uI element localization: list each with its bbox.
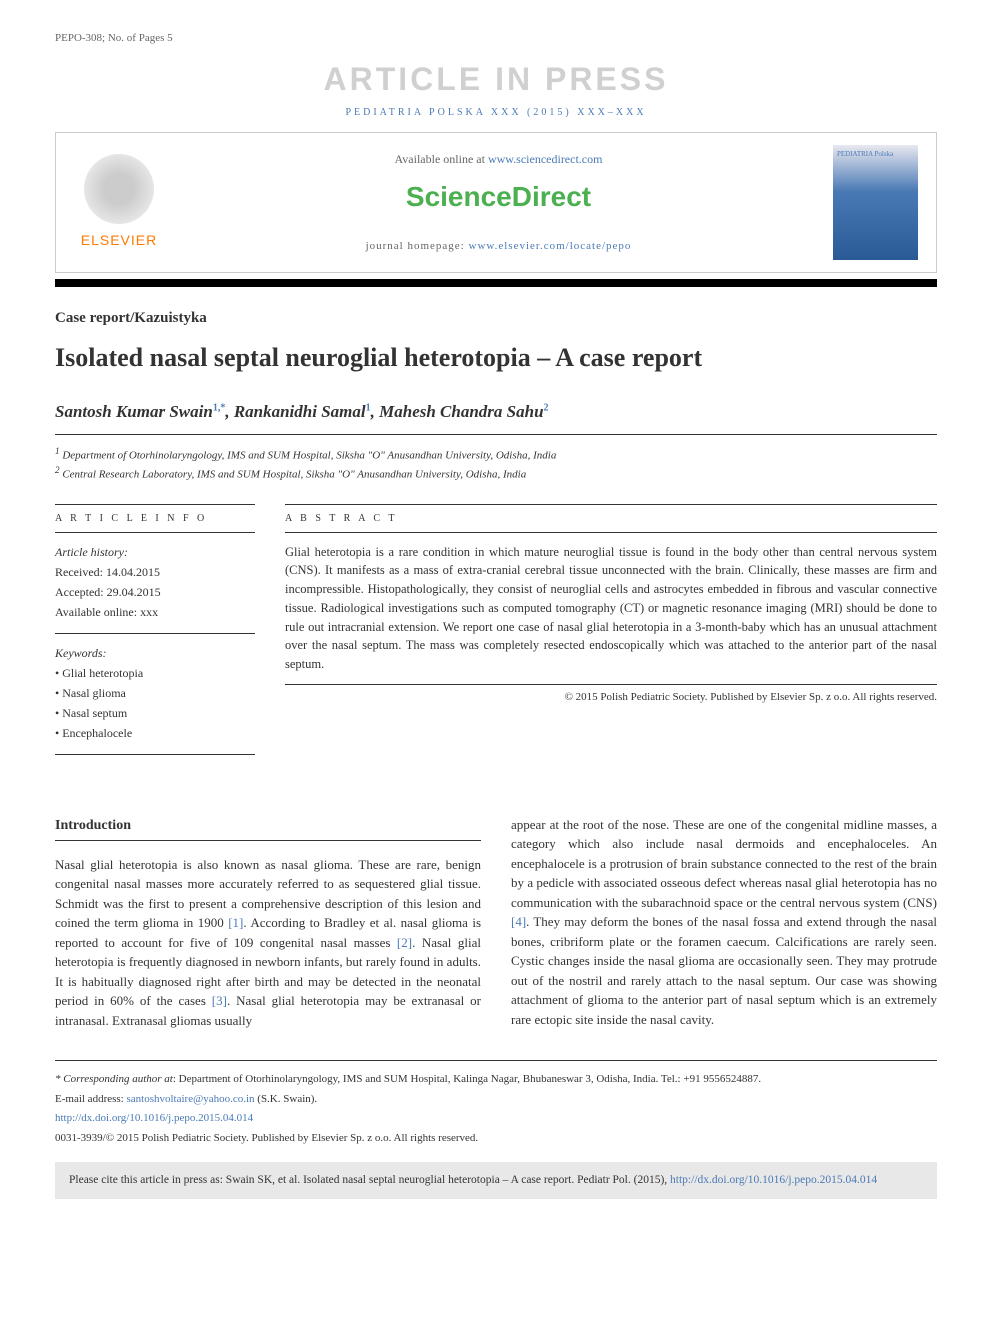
issn-line: 0031-3939/© 2015 Polish Pediatric Societ…: [55, 1130, 937, 1147]
available-online-date: Available online: xxx: [55, 603, 255, 621]
ref-1[interactable]: [1]: [228, 915, 243, 930]
elsevier-text: ELSEVIER: [74, 230, 164, 251]
info-abstract-row: A R T I C L E I N F O Article history: R…: [55, 504, 937, 765]
homepage-prefix: journal homepage:: [366, 240, 469, 252]
intro-text-2b: . They may deform the bones of the nasal…: [511, 914, 937, 1027]
affiliations: 1 Department of Otorhinolaryngology, IMS…: [55, 445, 937, 483]
banner: ELSEVIER Available online at www.science…: [55, 132, 937, 273]
doi-link[interactable]: http://dx.doi.org/10.1016/j.pepo.2015.04…: [55, 1112, 253, 1124]
email-suffix: (S.K. Swain).: [255, 1093, 318, 1105]
ref-3[interactable]: [3]: [212, 993, 227, 1008]
elsevier-tree-icon: [84, 154, 154, 224]
available-online: Available online at www.sciencedirect.co…: [164, 150, 833, 168]
journal-cover-thumb: [833, 145, 918, 260]
keywords-block: Keywords: Glial heterotopia Nasal glioma…: [55, 644, 255, 755]
history-label: Article history:: [55, 543, 255, 561]
ref-2[interactable]: [2]: [397, 935, 412, 950]
keyword: Glial heterotopia: [55, 664, 255, 682]
footer: * Corresponding author at: Department of…: [55, 1060, 937, 1146]
article-info-heading: A R T I C L E I N F O: [55, 504, 255, 533]
intro-heading: Introduction: [55, 815, 481, 841]
intro-para: Nasal glial heterotopia is also known as…: [55, 855, 481, 1031]
received: Received: 14.04.2015: [55, 563, 255, 581]
page: PEPO-308; No. of Pages 5 ARTICLE IN PRES…: [0, 0, 992, 1229]
journal-ref: PEDIATRIA POLSKA XXX (2015) XXX–XXX: [55, 105, 937, 120]
affiliation-1: 1 Department of Otorhinolaryngology, IMS…: [55, 445, 937, 464]
author-2: , Rankanidhi Samal: [225, 402, 365, 421]
author-1: Santosh Kumar Swain: [55, 402, 213, 421]
ref-4[interactable]: [4]: [511, 914, 526, 929]
corr-text: : Department of Otorhinolaryngology, IMS…: [173, 1073, 761, 1085]
intro-text-2a: appear at the root of the nose. These ar…: [511, 817, 937, 910]
author-1-sup: 1,*: [213, 402, 226, 413]
sciencedirect-logo: ScienceDirect: [164, 176, 833, 218]
article-title: Isolated nasal septal neuroglial heterot…: [55, 341, 937, 375]
abstract-heading: A B S T R A C T: [285, 504, 937, 533]
accepted: Accepted: 29.04.2015: [55, 583, 255, 601]
available-prefix: Available online at: [395, 152, 488, 166]
sciencedirect-url[interactable]: www.sciencedirect.com: [488, 152, 603, 166]
doi-line: http://dx.doi.org/10.1016/j.pepo.2015.04…: [55, 1110, 937, 1127]
authors: Santosh Kumar Swain1,*, Rankanidhi Samal…: [55, 399, 937, 436]
corresponding-author: * Corresponding author at: Department of…: [55, 1071, 937, 1088]
body-columns: Introduction Nasal glial heterotopia is …: [55, 815, 937, 1031]
banner-center: Available online at www.sciencedirect.co…: [164, 150, 833, 255]
intro-para-cont: appear at the root of the nose. These ar…: [511, 815, 937, 1030]
article-type: Case report/Kazuistyka: [55, 307, 937, 330]
watermark: ARTICLE IN PRESS: [55, 55, 937, 103]
abstract-text: Glial heterotopia is a rare condition in…: [285, 543, 937, 685]
email-link[interactable]: santoshvoltaire@yahoo.co.in: [126, 1093, 254, 1105]
keyword: Nasal septum: [55, 704, 255, 722]
author-3: , Mahesh Chandra Sahu: [371, 402, 544, 421]
elsevier-logo: ELSEVIER: [74, 154, 164, 251]
affiliation-2: 2 Central Research Laboratory, IMS and S…: [55, 464, 937, 483]
abstract-copyright: © 2015 Polish Pediatric Society. Publish…: [285, 689, 937, 706]
journal-homepage: journal homepage: www.elsevier.com/locat…: [164, 238, 833, 255]
aff1-text: Department of Otorhinolaryngology, IMS a…: [60, 450, 557, 462]
keyword: Encephalocele: [55, 724, 255, 742]
cite-doi[interactable]: http://dx.doi.org/10.1016/j.pepo.2015.04…: [670, 1174, 877, 1186]
keyword: Nasal glioma: [55, 684, 255, 702]
homepage-url[interactable]: www.elsevier.com/locate/pepo: [469, 240, 632, 252]
aff2-text: Central Research Laboratory, IMS and SUM…: [60, 469, 527, 481]
header-ref: PEPO-308; No. of Pages 5: [55, 30, 937, 47]
author-3-sup: 2: [544, 402, 549, 413]
body-col-left: Introduction Nasal glial heterotopia is …: [55, 815, 481, 1031]
body-col-right: appear at the root of the nose. These ar…: [511, 815, 937, 1031]
article-info: A R T I C L E I N F O Article history: R…: [55, 504, 255, 765]
abstract-column: A B S T R A C T Glial heterotopia is a r…: [285, 504, 937, 765]
email-line: E-mail address: santoshvoltaire@yahoo.co…: [55, 1091, 937, 1108]
divider-bar: [55, 279, 937, 287]
corr-label: * Corresponding author at: [55, 1073, 173, 1085]
email-label: E-mail address:: [55, 1093, 126, 1105]
cite-box: Please cite this article in press as: Sw…: [55, 1162, 937, 1199]
cite-text: Please cite this article in press as: Sw…: [69, 1174, 670, 1186]
article-history: Article history: Received: 14.04.2015 Ac…: [55, 543, 255, 634]
keywords-label: Keywords:: [55, 644, 255, 662]
